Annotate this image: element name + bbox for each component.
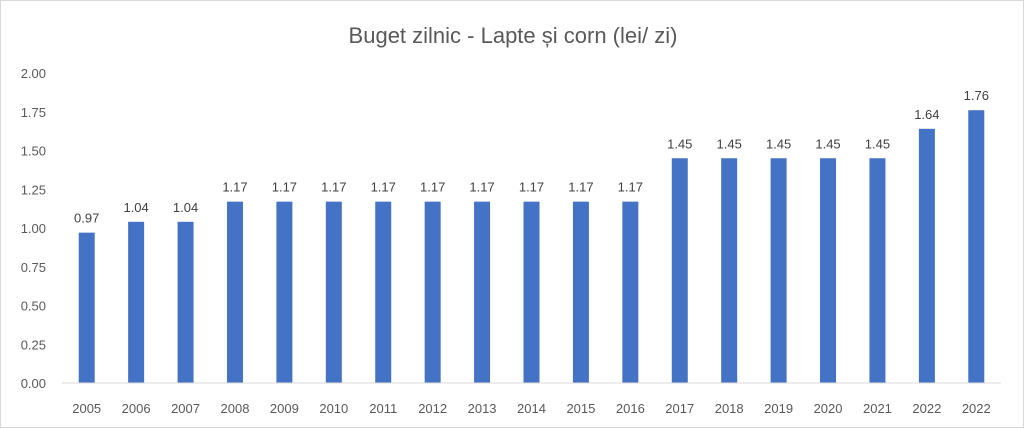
x-tick-label: 2020	[814, 401, 843, 416]
x-tick-label: 2006	[122, 401, 151, 416]
data-label: 1.17	[469, 180, 494, 195]
x-tick-label: 2022	[912, 401, 941, 416]
data-label: 1.76	[964, 88, 989, 103]
data-label: 0.97	[74, 211, 99, 226]
x-tick-label: 2016	[616, 401, 645, 416]
bar	[325, 201, 342, 383]
x-tick-label: 2022	[962, 401, 991, 416]
bar	[474, 201, 491, 383]
bar	[523, 201, 540, 383]
data-label: 1.17	[371, 180, 396, 195]
x-tick-label: 2021	[863, 401, 892, 416]
bar	[424, 201, 441, 383]
bar	[78, 232, 95, 383]
data-label: 1.04	[123, 200, 148, 215]
x-tick-label: 2019	[764, 401, 793, 416]
bar	[770, 158, 787, 383]
y-tick-label: 1.75	[21, 105, 46, 120]
x-tick-label: 2009	[270, 401, 299, 416]
data-label: 1.45	[717, 136, 742, 151]
data-label: 1.45	[815, 136, 840, 151]
data-label: 1.45	[766, 136, 791, 151]
bar	[622, 201, 639, 383]
y-tick-label: 1.50	[21, 144, 46, 159]
x-tick-label: 2005	[72, 401, 101, 416]
bar	[968, 110, 985, 383]
bar	[820, 158, 837, 383]
x-tick-label: 2015	[566, 401, 595, 416]
data-label: 1.04	[173, 200, 198, 215]
x-tick-label: 2011	[369, 401, 397, 416]
bar	[128, 221, 145, 383]
x-tick-label: 2018	[715, 401, 744, 416]
data-label: 1.17	[272, 180, 297, 195]
y-tick-label: 0.75	[21, 260, 46, 275]
data-label: 1.17	[222, 180, 247, 195]
y-tick-label: 0.00	[21, 376, 46, 391]
y-tick-label: 0.50	[21, 299, 46, 314]
bar	[572, 201, 589, 383]
chart-title: Buget zilnic - Lapte și corn (lei/ zi)	[349, 23, 678, 48]
bar	[671, 158, 688, 383]
data-label: 1.17	[618, 180, 643, 195]
x-tick-label: 2008	[221, 401, 250, 416]
bar	[721, 158, 738, 383]
y-tick-label: 0.25	[21, 337, 46, 352]
x-tick-label: 2012	[418, 401, 447, 416]
x-tick-label: 2017	[665, 401, 694, 416]
bar	[177, 221, 194, 383]
bar	[918, 128, 935, 383]
x-tick-label: 2007	[171, 401, 200, 416]
y-tick-label: 1.25	[21, 182, 46, 197]
bar	[276, 201, 293, 383]
data-label: 1.17	[568, 180, 593, 195]
x-tick-label: 2010	[319, 401, 348, 416]
y-tick-label: 2.00	[21, 66, 46, 81]
y-tick-label: 1.00	[21, 221, 46, 236]
data-label: 1.45	[667, 136, 692, 151]
bar	[375, 201, 392, 383]
x-tick-label: 2013	[468, 401, 497, 416]
data-label: 1.64	[914, 107, 939, 122]
data-label: 1.17	[519, 180, 544, 195]
bar	[226, 201, 243, 383]
bar	[869, 158, 886, 383]
x-tick-label: 2014	[517, 401, 546, 416]
data-label: 1.17	[420, 180, 445, 195]
data-label: 1.45	[865, 136, 890, 151]
data-label: 1.17	[321, 180, 346, 195]
